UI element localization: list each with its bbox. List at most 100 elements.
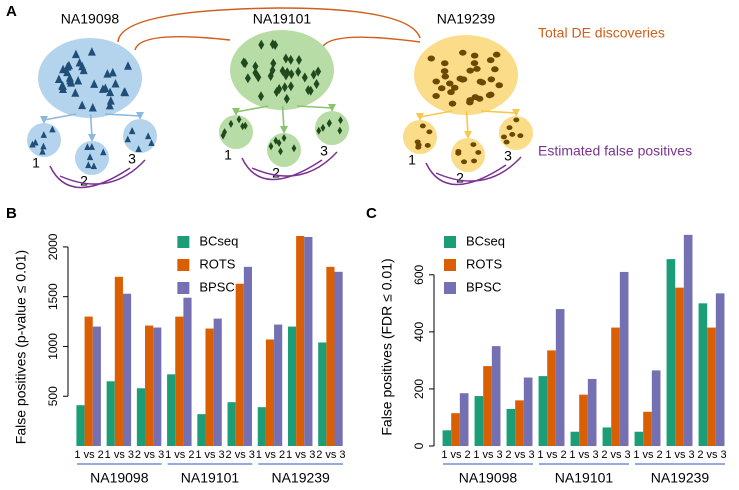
glyph [258,39,265,50]
glyph [492,51,501,58]
x-tick-label: 1 vs 3 [569,449,598,461]
subset-label: 3 [320,143,328,159]
glyph [124,61,133,70]
glyph [424,143,431,148]
arrowhead [136,112,144,120]
bar [304,236,313,446]
glyph [276,139,282,148]
glyph [470,60,479,67]
sample-name: NA19098 [61,11,120,27]
glyph [471,158,478,164]
legend-label: ROTS [466,256,502,271]
glyph [279,65,286,76]
x-tick-label: 1 vs 3 [286,449,315,461]
legend-swatch [177,282,190,294]
x-tick-label: 2 vs 3 [697,449,726,461]
glyph [128,127,136,134]
glyph [506,125,513,131]
legend-label: BPSC [199,279,234,294]
bar [587,378,597,446]
arrowhead [512,109,520,117]
glyph [466,67,474,74]
subset-label: 1 [32,155,40,171]
glyph [473,65,481,72]
glyph [475,95,484,102]
glyph [470,142,477,147]
bar [675,287,684,446]
glyph [466,97,474,104]
glyph [121,87,130,97]
bar [611,327,620,446]
bar [287,326,297,446]
x-tick-label: 1 vs 3 [195,449,224,461]
glyph [296,55,303,66]
glyph [88,103,97,112]
y-axis-title: False positives (p-value ≤ 0.01) [13,250,29,444]
glyph [301,72,308,83]
arrow [480,110,517,114]
bar [106,381,115,446]
glyph [242,121,248,130]
glyph [432,78,440,85]
glyph [478,79,487,86]
arrowhead [416,113,424,121]
bar [326,266,335,446]
glyph [459,49,467,56]
arrow [43,113,77,121]
bar [579,394,588,446]
glyph [513,117,520,123]
bar [197,414,206,446]
fp-arc [49,165,131,189]
legend-swatch [444,259,456,271]
glyph [236,115,242,124]
glyph [282,53,289,64]
y-tick-label: 0 [412,442,426,449]
arrowhead [280,126,288,134]
x-tick-label: 2 vs 3 [316,449,345,461]
glyph [240,57,247,68]
glyph [105,100,114,110]
bar [683,234,693,446]
arrow [419,110,453,118]
glyph [32,138,39,146]
glyph [470,52,479,59]
glyph [64,60,73,70]
glyph [268,142,274,151]
glyph [106,96,115,105]
subset-label: 2 [456,170,464,186]
glyph [40,142,47,150]
glyph [414,139,421,145]
x-tick-label: 1 vs 3 [473,449,502,461]
y-tick-label: 1500 [46,283,60,310]
glyph [427,55,436,62]
glyph [39,147,46,155]
glyph [450,84,459,91]
x-tick-label: 2 vs 3 [135,449,164,461]
bar [643,411,652,446]
bar [92,326,101,446]
glyph [71,49,80,59]
glyph [307,85,314,96]
arrowhead [40,116,48,124]
glyph [491,66,499,73]
legend-swatch [444,236,456,248]
fp-arc [435,156,522,182]
bar [570,431,580,446]
bar [334,271,343,446]
glyph [509,132,516,137]
bar [114,276,123,446]
glyph [111,79,120,88]
glyph [432,92,440,99]
x-tick-label: 1 vs 2 [74,449,103,461]
total-label: Total DE discoveries [538,25,665,41]
glyph [456,75,465,82]
bar [175,316,184,446]
bar [167,374,176,446]
bar [634,431,644,446]
glyph [49,125,56,133]
y-tick-label: 1000 [46,333,60,360]
connectors [117,7,421,51]
glyph [85,161,92,169]
glyph [54,74,63,83]
